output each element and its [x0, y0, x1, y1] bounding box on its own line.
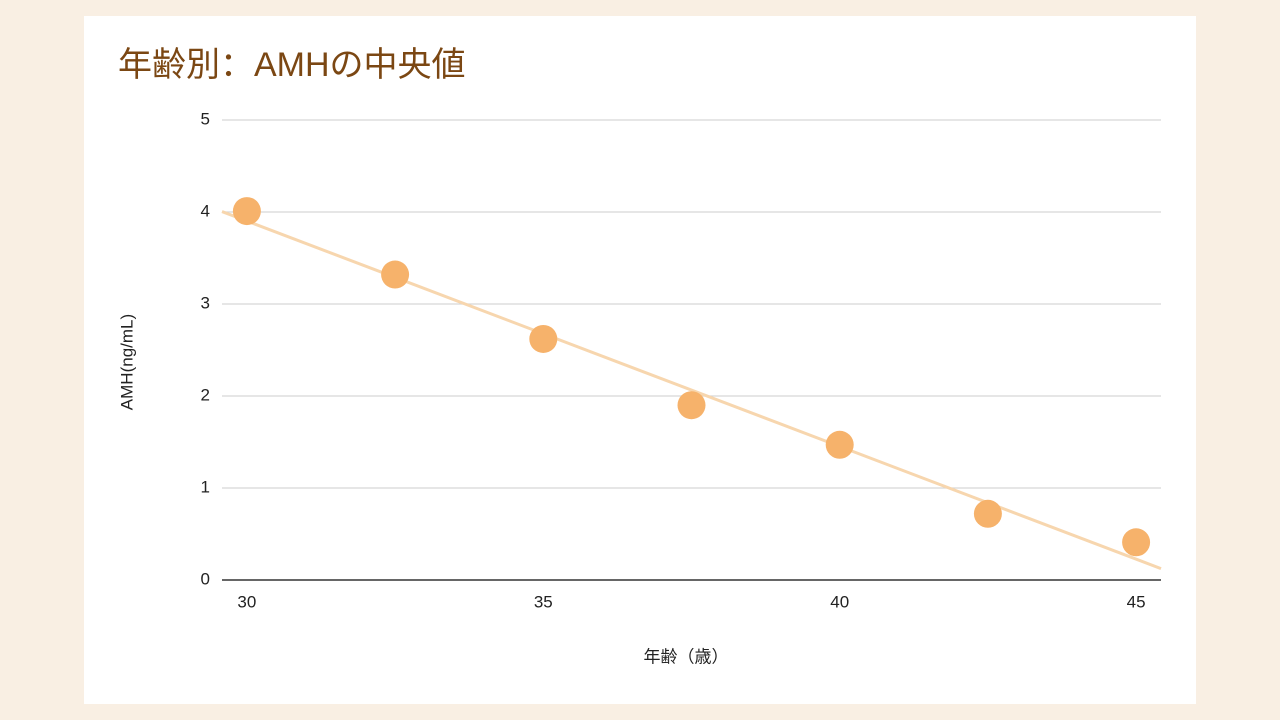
- y-tick-label: 0: [201, 569, 210, 588]
- chart-title: 年齢別：AMHの中央値: [118, 46, 466, 84]
- data-point: [825, 430, 854, 459]
- card: [84, 16, 1196, 704]
- trendline: [221, 210, 1162, 571]
- y-tick-label: 1: [201, 477, 210, 496]
- x-tick-label: 30: [237, 592, 256, 611]
- y-tick-label: 4: [201, 201, 210, 220]
- x-tick-label: 45: [1127, 592, 1146, 611]
- data-point: [381, 260, 410, 289]
- data-point: [973, 499, 1002, 528]
- x-tick-label: 40: [830, 592, 849, 611]
- x-axis-label: 年齢（歳）: [644, 647, 729, 666]
- data-point: [1122, 528, 1151, 557]
- y-tick-label: 5: [201, 109, 210, 128]
- data-point: [677, 391, 706, 420]
- y-axis-label: AMH(ng/mL): [117, 314, 136, 410]
- data-point: [232, 197, 261, 226]
- y-tick-label: 2: [201, 385, 210, 404]
- data-point: [529, 324, 558, 353]
- y-tick-label: 3: [201, 293, 210, 312]
- x-tick-label: 35: [534, 592, 553, 611]
